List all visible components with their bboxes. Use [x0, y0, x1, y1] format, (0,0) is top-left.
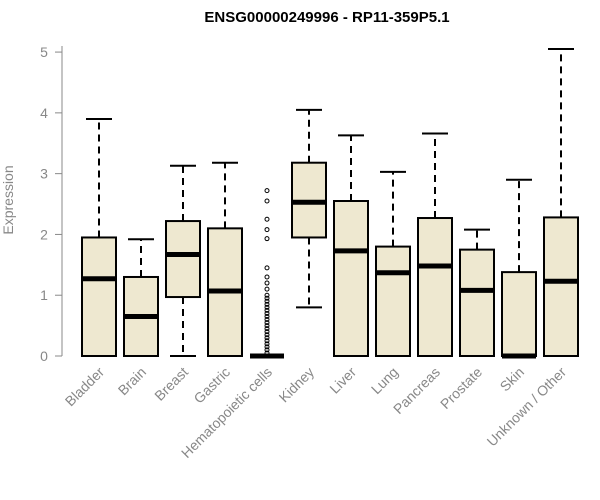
- x-category-label: Breast: [151, 364, 191, 404]
- box-iqr: [501, 271, 537, 357]
- y-tick-label: 5: [40, 44, 48, 60]
- x-category-label: Liver: [326, 364, 359, 397]
- outlier-point: [264, 313, 270, 319]
- outlier-point: [264, 323, 270, 329]
- x-category-label: Lung: [368, 364, 401, 397]
- boxes-layer: [81, 48, 579, 359]
- box-iqr: [459, 248, 495, 358]
- box-iqr: [417, 217, 453, 357]
- x-category-label: Brain: [115, 364, 149, 398]
- outlier-point: [264, 326, 270, 332]
- box-group: [333, 134, 369, 357]
- outlier-point: [264, 280, 270, 286]
- y-tick-label: 4: [40, 105, 48, 121]
- box-group: [123, 238, 159, 357]
- outlier-point: [264, 301, 270, 307]
- outlier-point: [264, 307, 270, 313]
- outlier-point: [264, 286, 270, 292]
- outlier-point: [264, 304, 270, 310]
- y-tick-label: 0: [40, 348, 48, 364]
- box-iqr: [165, 220, 201, 299]
- outlier-point: [264, 295, 270, 301]
- outlier-point: [264, 347, 270, 353]
- box-iqr: [81, 236, 117, 357]
- box-group: [459, 228, 495, 358]
- outlier-point: [264, 317, 270, 323]
- outlier-point: [264, 332, 270, 338]
- outlier-point: [264, 227, 270, 233]
- outlier-point: [264, 310, 270, 316]
- x-category-label: Kidney: [276, 364, 318, 406]
- box-iqr: [375, 245, 411, 358]
- box-iqr: [333, 200, 369, 357]
- outlier-point: [264, 274, 270, 280]
- y-axis-ticks: 0 1 2 3 4 5: [40, 44, 62, 364]
- box-iqr: [543, 216, 579, 357]
- box-group: [501, 178, 537, 359]
- x-category-label: Skin: [497, 364, 528, 395]
- y-tick-label: 3: [40, 166, 48, 182]
- box-group: [81, 117, 117, 357]
- x-category-label: Bladder: [62, 364, 108, 410]
- outlier-point: [264, 198, 270, 204]
- y-axis-label: Expression: [0, 165, 16, 234]
- box-group: [207, 161, 243, 357]
- box-group: [291, 108, 327, 309]
- x-category-label: Pancreas: [390, 364, 443, 417]
- outlier-point: [264, 265, 270, 271]
- outlier-point: [264, 320, 270, 326]
- outlier-point: [264, 298, 270, 304]
- box-group: [250, 188, 284, 359]
- outlier-point: [264, 350, 270, 356]
- outlier-point: [264, 188, 270, 194]
- outlier-point: [264, 341, 270, 347]
- x-category-label: Unknown / Other: [484, 364, 570, 450]
- box-group: [417, 132, 453, 357]
- box-group: [375, 170, 411, 358]
- y-tick-label: 2: [40, 226, 48, 242]
- outlier-point: [264, 344, 270, 350]
- chart-title: ENSG00000249996 - RP11-359P5.1: [204, 9, 449, 26]
- x-category-label: Prostate: [437, 364, 485, 412]
- outlier-point: [264, 335, 270, 341]
- y-tick-label: 1: [40, 287, 48, 303]
- box-group: [165, 164, 201, 357]
- outlier-point: [264, 292, 270, 298]
- outlier-point: [264, 216, 270, 222]
- outlier-point: [264, 338, 270, 344]
- outlier-point: [264, 236, 270, 242]
- box-group: [543, 48, 579, 357]
- outlier-point: [264, 329, 270, 335]
